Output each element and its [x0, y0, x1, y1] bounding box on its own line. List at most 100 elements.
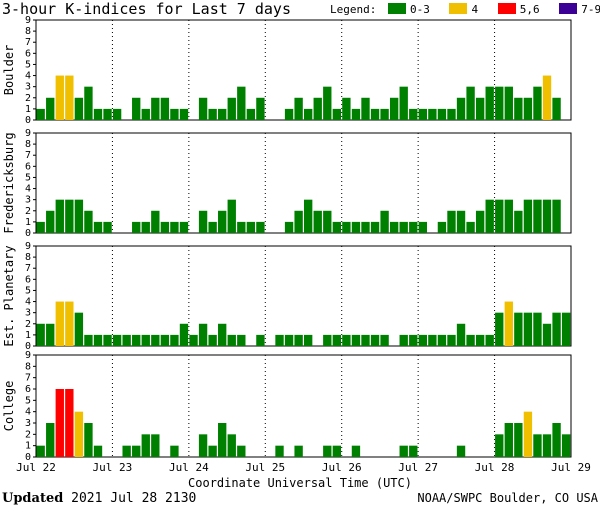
k-index-bar — [294, 210, 303, 233]
y-tick-label: 0 — [25, 341, 31, 352]
y-tick-label: 8 — [25, 26, 31, 37]
k-index-bar — [418, 334, 427, 346]
k-index-bar — [323, 86, 332, 120]
k-index-bar — [552, 423, 561, 457]
x-axis-label: Coordinate Universal Time (UTC) — [188, 476, 412, 490]
k-index-bar — [495, 199, 504, 233]
y-tick-label: 9 — [25, 15, 31, 26]
k-index-bar — [246, 221, 256, 233]
y-tick-label: 1 — [25, 104, 31, 115]
k-index-bar — [132, 97, 141, 120]
k-index-charts: 0123456789Boulder0123456789Fredericksbur… — [2, 15, 591, 474]
k-index-bar — [36, 445, 45, 457]
k-index-bar — [361, 334, 370, 346]
k-index-bar — [552, 97, 561, 120]
k-index-bar — [409, 108, 418, 120]
k-index-bar — [141, 108, 150, 120]
k-index-bar — [275, 334, 284, 346]
y-tick-label: 3 — [25, 418, 31, 429]
k-index-bar — [103, 334, 112, 346]
k-index-bar — [65, 199, 74, 233]
panel-frame — [35, 354, 572, 458]
k-index-bar — [294, 445, 303, 457]
k-index-bar — [523, 312, 533, 346]
station-label: Est. Planetary — [2, 245, 16, 346]
legend-label-low: 0-3 — [409, 3, 430, 16]
k-index-bar — [351, 108, 361, 120]
k-index-bar — [475, 210, 485, 233]
k-index-bar — [533, 86, 542, 120]
k-index-bar — [418, 108, 427, 120]
station-label: College — [2, 381, 16, 432]
k-index-bar — [380, 210, 389, 233]
k-index-bar — [218, 210, 227, 233]
k-index-bar — [332, 221, 342, 233]
k-index-bar — [485, 199, 494, 233]
k-index-bar — [304, 334, 313, 346]
k-index-bar — [256, 97, 265, 120]
k-index-bar — [495, 86, 504, 120]
y-tick-label: 3 — [25, 82, 31, 93]
k-index-bar — [218, 323, 227, 346]
y-tick-label: 5 — [25, 59, 31, 70]
y-tick-label: 6 — [25, 161, 31, 172]
k-index-bar — [304, 108, 313, 120]
k-index-bar — [65, 301, 74, 346]
k-index-bar — [237, 86, 246, 120]
x-tick-label: Jul 27 — [398, 461, 438, 474]
k-index-bar — [179, 323, 189, 346]
k-index-bar — [237, 445, 246, 457]
k-index-bar — [514, 312, 523, 346]
k-index-bar — [370, 108, 380, 120]
k-index-bar — [418, 221, 427, 233]
k-index-bar — [370, 221, 380, 233]
k-index-bar — [141, 334, 150, 346]
k-index-bar — [504, 423, 513, 457]
y-tick-label: 0 — [25, 452, 31, 463]
y-tick-label: 9 — [25, 241, 31, 252]
k-index-bar — [456, 97, 466, 120]
k-index-bar — [523, 199, 533, 233]
legend-swatch-severe — [559, 3, 578, 14]
panel-frame — [35, 19, 572, 121]
k-index-bar — [46, 323, 55, 346]
x-tick-label: Jul 23 — [93, 461, 133, 474]
y-tick-label: 2 — [25, 429, 31, 440]
k-index-bar — [132, 445, 141, 457]
k-index-bar — [456, 210, 466, 233]
k-index-bar — [294, 334, 303, 346]
y-tick-label: 9 — [25, 350, 31, 361]
k-index-bar — [466, 86, 475, 120]
k-index-bar — [361, 221, 370, 233]
k-index-bar — [313, 97, 322, 120]
k-index-bar — [437, 334, 447, 346]
y-tick-label: 7 — [25, 373, 31, 384]
k-index-bar — [112, 108, 122, 120]
k-index-bar — [523, 97, 533, 120]
k-index-bar — [284, 221, 294, 233]
k-index-bar — [323, 210, 332, 233]
k-index-bar — [208, 221, 217, 233]
k-index-bar — [74, 411, 84, 457]
k-index-bar — [218, 423, 227, 457]
k-index-bar — [323, 334, 332, 346]
k-index-bar — [409, 334, 418, 346]
k-index-bar — [447, 210, 456, 233]
k-index-bar — [227, 334, 236, 346]
k-index-bar — [170, 334, 179, 346]
k-index-bar — [46, 97, 55, 120]
k-index-bar — [456, 445, 466, 457]
k-index-bar — [504, 199, 513, 233]
k-index-bar — [332, 334, 342, 346]
x-tick-label: Jul 28 — [475, 461, 515, 474]
k-index-bar — [370, 334, 380, 346]
k-index-bar — [160, 334, 170, 346]
k-index-bar — [208, 108, 217, 120]
k-index-bar — [552, 312, 561, 346]
k-index-bar — [198, 434, 208, 457]
k-index-bar — [399, 334, 408, 346]
k-index-bar — [313, 210, 322, 233]
k-index-bar — [533, 199, 542, 233]
k-index-bar — [275, 445, 284, 457]
